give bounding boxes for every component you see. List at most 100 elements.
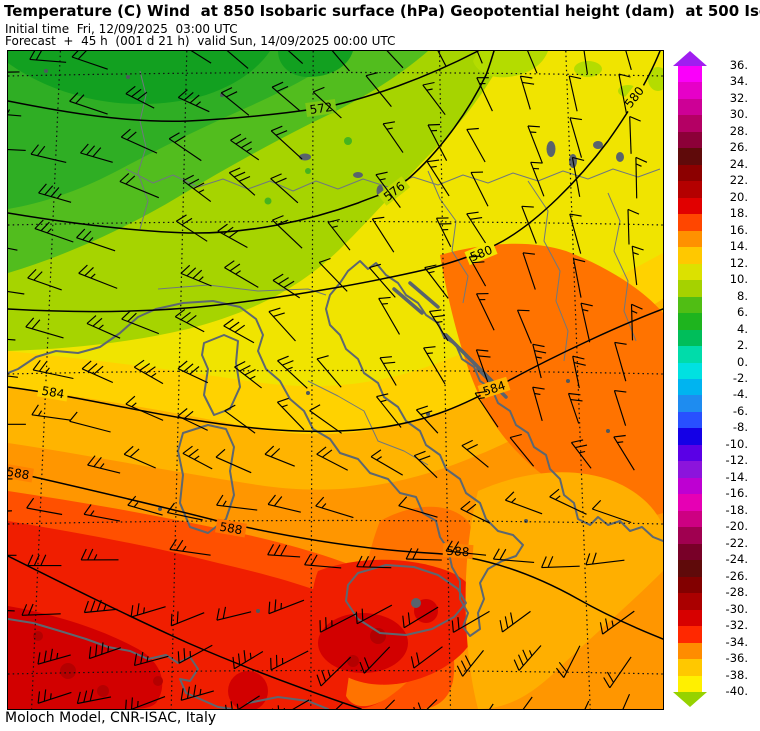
wind-barb — [174, 308, 186, 318]
wind-barb — [470, 172, 489, 207]
wind-barb — [267, 503, 301, 513]
wind-barb — [86, 322, 121, 339]
colorbar-segment — [678, 296, 702, 314]
wind-barb — [86, 145, 96, 156]
wind-barb — [21, 604, 28, 616]
wind-barb — [405, 548, 413, 560]
wind-barb — [127, 504, 163, 516]
wind-barb — [107, 646, 110, 653]
wind-barb — [478, 397, 485, 400]
colorbar-tick-label: -20. — [725, 519, 748, 534]
wind-barb — [240, 141, 252, 149]
wind-barb — [541, 556, 547, 568]
wind-barb — [460, 500, 471, 510]
colorbar-tick-label: -22. — [725, 535, 748, 550]
wind-barb — [43, 689, 47, 702]
wind-barb — [572, 156, 585, 161]
contour-576 — [8, 51, 495, 234]
wind-barb — [125, 699, 127, 709]
wind-barb — [499, 548, 507, 560]
wind-barb — [568, 75, 578, 112]
colorbar-tick-label: -4. — [732, 387, 748, 402]
wind-barb — [180, 264, 191, 274]
wind-barb — [437, 51, 447, 68]
wind-barb — [177, 415, 208, 431]
wind-barb — [46, 228, 52, 234]
wind-barb — [356, 555, 363, 567]
wind-barb — [32, 359, 41, 371]
wind-barb — [573, 362, 586, 366]
wind-barb — [516, 309, 532, 344]
colorbar-tick-label: -6. — [732, 403, 748, 418]
wind-barb — [81, 368, 114, 384]
wind-barb — [127, 312, 137, 322]
colorbar-tick-label: -28. — [725, 585, 748, 600]
wind-barb — [370, 449, 382, 458]
wind-barb — [316, 446, 327, 455]
wind-barb — [183, 648, 186, 661]
wind-barb — [613, 390, 627, 426]
colorbar-segment — [678, 527, 702, 545]
wind-barb — [573, 258, 586, 263]
wind-barb — [180, 272, 212, 287]
wind-barb — [464, 655, 472, 667]
wind-barb — [268, 601, 271, 614]
wind-barb — [177, 368, 209, 384]
wind-barb — [216, 611, 252, 621]
colorbar-tick-label: -32. — [725, 618, 748, 633]
coastlines — [8, 260, 663, 709]
wind-barb — [175, 214, 187, 222]
wind-barb — [192, 269, 203, 279]
wind-barb — [522, 81, 535, 85]
wind-barb — [522, 649, 529, 662]
wind-barb — [572, 356, 580, 389]
colorbar-segment — [678, 494, 702, 512]
wind-barb — [238, 175, 251, 182]
wind-barb — [631, 246, 638, 286]
wind-barb — [631, 303, 643, 310]
wind-barb — [270, 178, 299, 204]
svg-text:588: 588 — [218, 520, 243, 538]
wind-barb — [287, 51, 304, 65]
wind-barb — [476, 51, 483, 64]
wind-barb — [244, 368, 256, 376]
wind-barb — [398, 496, 408, 507]
wind-barb — [69, 411, 78, 422]
wind-barb — [632, 245, 644, 251]
wind-barb — [275, 177, 287, 184]
wind-barb — [532, 386, 545, 390]
wind-barb — [509, 433, 522, 439]
colorbar-segment — [678, 510, 702, 528]
wind-barb — [582, 309, 589, 312]
height-contours — [8, 51, 663, 709]
wind-barb — [130, 696, 166, 709]
wind-barb — [426, 88, 433, 91]
wind-barb — [591, 499, 602, 510]
wind-barb — [519, 76, 531, 110]
wind-barb — [420, 410, 433, 416]
wind-barb — [315, 496, 325, 507]
wind-barb — [625, 51, 632, 71]
wind-barb — [8, 290, 25, 295]
wind-barb — [264, 445, 275, 455]
colorbar-top-arrow — [673, 51, 707, 66]
model-credit: Moloch Model, CNR-ISAC, Italy — [5, 710, 217, 726]
wind-barb — [121, 310, 131, 320]
wind-barb — [541, 565, 580, 569]
wind-barb — [363, 657, 370, 669]
wind-barb — [522, 696, 533, 709]
wind-barb — [445, 540, 453, 552]
wind-barb — [180, 311, 191, 321]
wind-barb — [376, 396, 402, 428]
wind-barb — [580, 302, 593, 307]
wind-barb — [376, 393, 389, 398]
wind-barb — [86, 315, 97, 324]
colorbar-tick-label: -38. — [725, 667, 748, 682]
wind-barb — [189, 366, 200, 375]
wind-barb — [45, 367, 50, 373]
wind-barb — [569, 213, 582, 254]
wind-barb — [635, 163, 642, 167]
wind-barb — [466, 211, 479, 215]
wind-barb — [80, 143, 89, 154]
wind-barb — [414, 450, 426, 457]
